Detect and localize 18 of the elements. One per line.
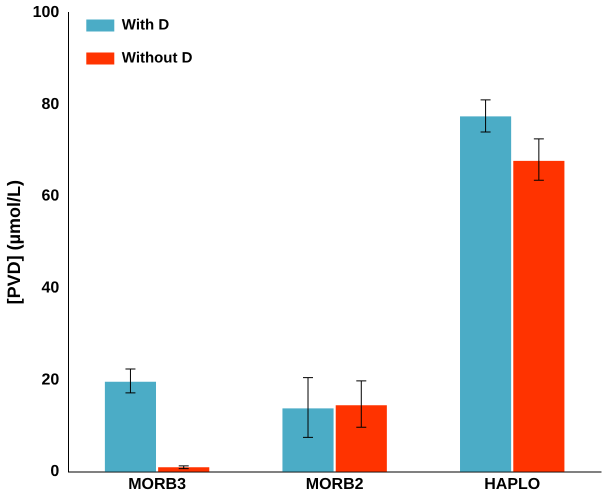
bar bbox=[336, 405, 387, 472]
y-tick-label: 20 bbox=[42, 371, 60, 388]
y-tick-label: 100 bbox=[32, 4, 60, 22]
x-tick-label: MORB2 bbox=[306, 476, 364, 493]
bar bbox=[104, 382, 156, 472]
bar bbox=[513, 160, 564, 472]
legend-label: Without D bbox=[122, 50, 193, 67]
y-axis-title: [PVD] (µmol/L) bbox=[4, 180, 24, 304]
legend-label: With D bbox=[122, 16, 170, 34]
y-tick-label: 80 bbox=[42, 96, 60, 113]
y-tick-label: 0 bbox=[50, 463, 60, 480]
y-tick-label: 40 bbox=[42, 280, 60, 297]
bar bbox=[158, 467, 210, 472]
bar bbox=[460, 116, 512, 472]
x-tick-label: MORB3 bbox=[128, 476, 186, 493]
bar bbox=[282, 408, 334, 472]
x-tick-label: HAPLO bbox=[484, 476, 540, 493]
y-tick-label: 60 bbox=[42, 188, 60, 205]
